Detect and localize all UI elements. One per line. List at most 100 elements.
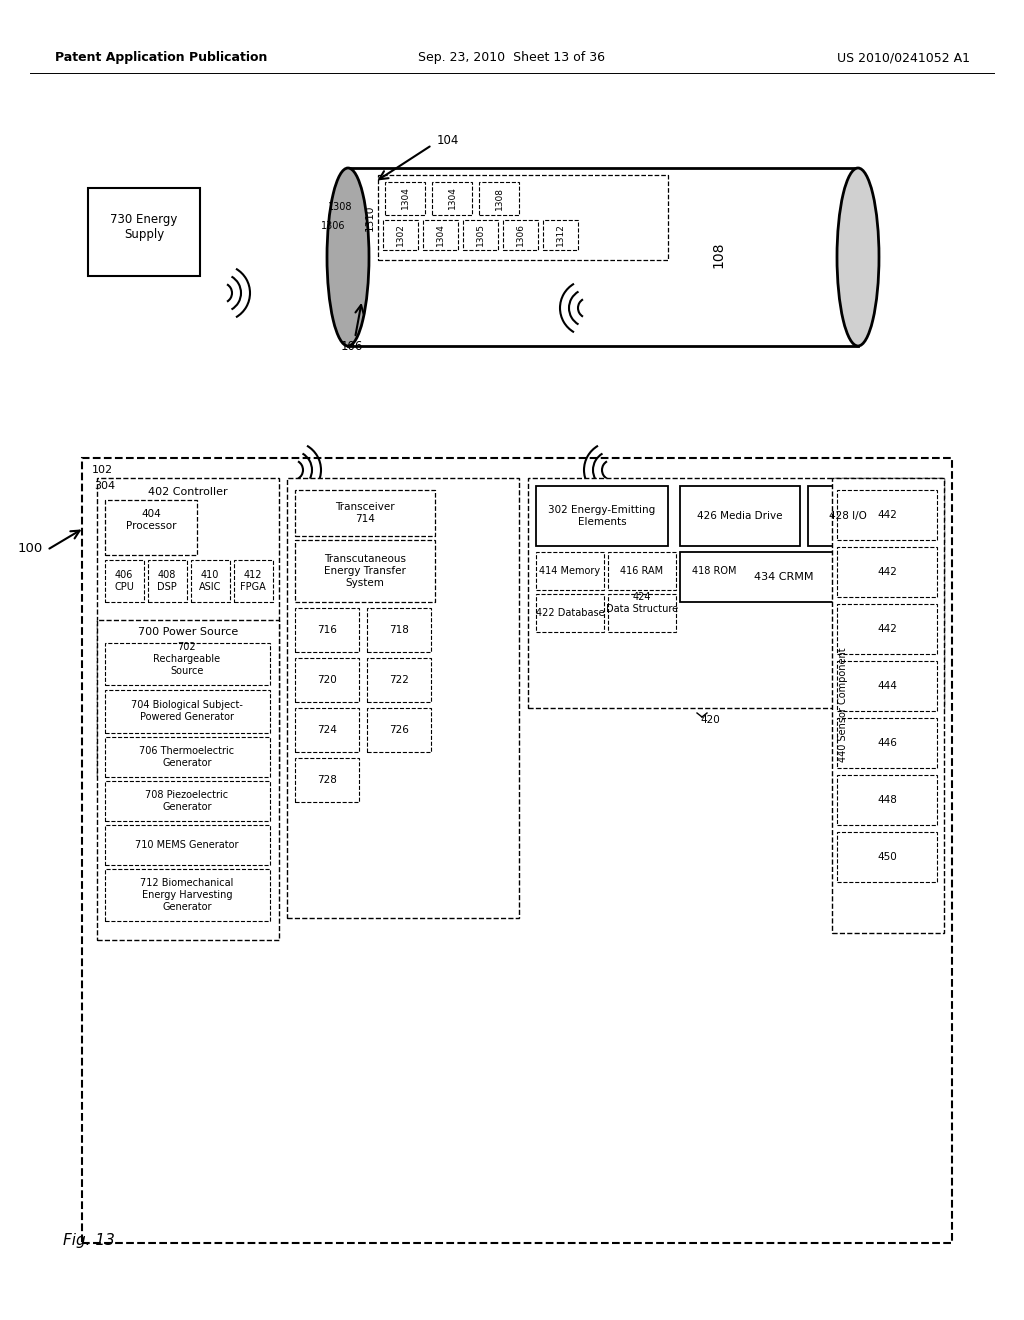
Text: 442: 442 [878,624,897,634]
Text: 716: 716 [317,624,337,635]
Text: US 2010/0241052 A1: US 2010/0241052 A1 [837,51,970,65]
Text: 1308: 1308 [495,186,504,210]
Bar [837,832,937,882]
Bar [680,552,748,590]
Text: 1304: 1304 [447,186,457,210]
Bar [528,478,944,708]
Bar [608,552,676,590]
Text: Patent Application Publication: Patent Application Publication [55,51,267,65]
Bar [367,657,431,702]
Text: 1304: 1304 [435,223,444,247]
Bar [105,737,270,777]
Text: 434 CRMM: 434 CRMM [755,572,814,582]
Bar [385,182,425,215]
Text: 1302: 1302 [395,223,404,247]
Text: 724: 724 [317,725,337,735]
Text: Fig. 13: Fig. 13 [63,1233,115,1247]
Bar [837,605,937,653]
Text: 304: 304 [94,480,115,491]
Text: 410
ASIC: 410 ASIC [199,570,221,591]
Bar [367,708,431,752]
Bar [88,187,200,276]
Text: 446: 446 [878,738,897,748]
Text: 700 Power Source: 700 Power Source [138,627,239,638]
Text: 106: 106 [341,339,364,352]
Bar [295,758,359,803]
Text: 418 ROM: 418 ROM [692,566,736,576]
Text: 1306: 1306 [321,220,345,231]
Text: 412
FPGA: 412 FPGA [240,570,266,591]
Text: 422 Database: 422 Database [536,609,604,618]
Text: Sep. 23, 2010  Sheet 13 of 36: Sep. 23, 2010 Sheet 13 of 36 [419,51,605,65]
Text: 450: 450 [878,851,897,862]
Bar [536,552,604,590]
Text: 420: 420 [700,715,720,725]
Text: 406
CPU: 406 CPU [114,570,134,591]
Bar [295,657,359,702]
Text: 1304: 1304 [400,186,410,210]
Bar [348,168,858,346]
Bar [105,690,270,733]
Bar [295,490,435,536]
Bar [808,486,888,546]
Bar [105,643,270,685]
Text: 706 Thermoelectric
Generator: 706 Thermoelectric Generator [139,746,234,768]
Text: 414 Memory: 414 Memory [540,566,600,576]
Text: 710 MEMS Generator: 710 MEMS Generator [135,840,239,850]
Text: 722: 722 [389,675,409,685]
Text: 416 RAM: 416 RAM [621,566,664,576]
Bar [105,869,270,921]
Bar [837,490,937,540]
Bar [680,552,888,602]
Text: 702
Rechargeable
Source: 702 Rechargeable Source [154,643,220,676]
Bar [837,661,937,711]
Text: 442: 442 [878,568,897,577]
Bar [234,560,273,602]
Bar [423,220,458,249]
Text: 1306: 1306 [515,223,524,247]
Text: 708 Piezoelectric
Generator: 708 Piezoelectric Generator [145,791,228,812]
Bar [536,486,668,546]
Bar [295,708,359,752]
Text: 1312: 1312 [555,223,564,247]
Text: 1305: 1305 [475,223,484,247]
Bar [287,478,519,917]
Bar [837,546,937,597]
Bar [105,825,270,865]
Text: 428 I/O: 428 I/O [829,511,867,521]
Bar [463,220,498,249]
Text: 404
Processor: 404 Processor [126,510,176,531]
Text: 442: 442 [878,510,897,520]
Text: 720: 720 [317,675,337,685]
Bar [295,540,435,602]
Bar [191,560,230,602]
Text: 402 Controller: 402 Controller [148,487,227,498]
Bar [105,560,144,602]
Bar [608,594,676,632]
Bar [378,176,668,260]
Text: 440 Sensor Component: 440 Sensor Component [838,648,848,763]
Text: 104: 104 [437,133,460,147]
Ellipse shape [327,168,369,346]
Text: 408
DSP: 408 DSP [157,570,177,591]
Text: 424
Data Structure: 424 Data Structure [606,593,678,614]
Bar [348,168,858,346]
Bar [479,182,519,215]
Bar [543,220,578,249]
Text: 728: 728 [317,775,337,785]
Text: 100: 100 [17,541,43,554]
Bar [295,609,359,652]
Text: 102: 102 [92,465,113,475]
Text: Transcutaneous
Energy Transfer
System: Transcutaneous Energy Transfer System [324,554,406,587]
Text: 718: 718 [389,624,409,635]
Bar [680,486,800,546]
Text: 712 Biomechanical
Energy Harvesting
Generator: 712 Biomechanical Energy Harvesting Gene… [140,878,233,912]
Bar [837,718,937,768]
Text: 302 Energy-Emitting
Elements: 302 Energy-Emitting Elements [549,506,655,527]
Text: 444: 444 [878,681,897,690]
Text: 1310: 1310 [365,205,375,231]
Bar [837,775,937,825]
Bar [82,458,952,1243]
Text: 448: 448 [878,795,897,805]
Bar [831,478,944,933]
